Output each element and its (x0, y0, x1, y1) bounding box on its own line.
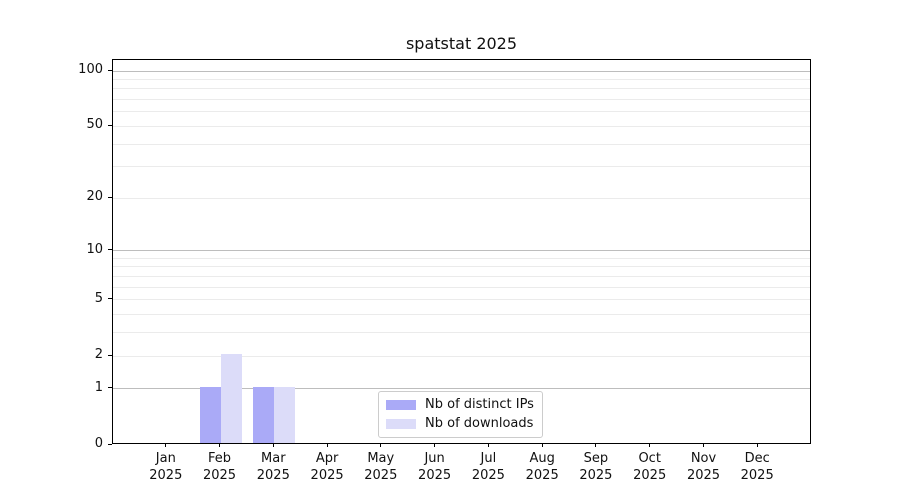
legend-swatch (386, 400, 416, 410)
grid-line (113, 197, 810, 199)
legend-label: Nb of downloads (425, 416, 534, 431)
x-tick-label: Oct 2025 (618, 450, 682, 484)
y-tick-label: 10 (86, 241, 103, 257)
x-tick-year: 2025 (418, 468, 452, 483)
x-tick-label: Jul 2025 (456, 450, 520, 484)
x-tick-year: 2025 (525, 468, 559, 483)
x-tick-month: Apr (315, 451, 339, 466)
x-tick-month: May (367, 451, 395, 466)
bar (199, 386, 221, 443)
x-tick (649, 443, 651, 447)
x-tick-month: Jan (155, 451, 176, 466)
x-tick-month: Jun (424, 451, 445, 466)
x-tick-month: Feb (207, 451, 232, 466)
grid-line (113, 257, 810, 259)
x-tick-label: Sep 2025 (564, 450, 628, 484)
x-tick-year: 2025 (202, 468, 237, 483)
grid-line (113, 70, 810, 72)
x-tick (487, 443, 489, 447)
grid-line (113, 88, 810, 90)
grid-line (113, 143, 810, 145)
x-tick-label: Aug 2025 (510, 450, 574, 484)
x-tick (380, 443, 382, 447)
x-tick-label: Mar 2025 (241, 450, 305, 484)
y-tick-label: 2 (94, 347, 103, 362)
x-tick-month: Aug (529, 451, 555, 466)
y-tick (108, 354, 112, 356)
x-tick-year: 2025 (310, 468, 344, 483)
x-tick-month: Dec (744, 451, 770, 466)
plot-area (112, 59, 811, 444)
grid-line (113, 388, 810, 390)
grid-line (113, 355, 810, 357)
legend-entry: Nb of distinct IPs (386, 396, 534, 414)
grid-line (113, 250, 810, 252)
bar (274, 386, 296, 443)
grid-line (113, 166, 810, 168)
legend-entry: Nb of downloads (386, 415, 534, 433)
x-axis: Jan 2025 Feb 2025 Mar 2025 Apr 2025 May 2025 Jun 20… (112, 443, 811, 493)
y-tick-label: 5 (94, 290, 103, 306)
x-tick-month: Mar (261, 451, 286, 466)
x-tick-year: 2025 (364, 468, 398, 483)
x-tick (165, 443, 167, 447)
legend-swatch (386, 419, 416, 429)
x-tick-year: 2025 (740, 468, 774, 483)
x-tick-year: 2025 (579, 468, 613, 483)
grid-line (113, 299, 810, 301)
grid-line (113, 78, 810, 80)
x-tick (595, 443, 597, 447)
y-tick (108, 298, 112, 300)
x-tick-month: Oct (638, 451, 661, 466)
x-tick (702, 443, 705, 447)
x-tick-label: Jan 2025 (134, 450, 198, 484)
y-tick (108, 443, 112, 445)
y-tick-label: 100 (78, 62, 103, 77)
x-tick (272, 443, 274, 447)
y-tick-label: 50 (86, 117, 103, 133)
chart-title: spatstat 2025 (405, 34, 518, 53)
x-tick-year: 2025 (633, 468, 667, 483)
grid-line (113, 332, 810, 334)
x-tick-label: Dec 2025 (725, 450, 789, 484)
legend-label: Nb of distinct IPs (425, 397, 534, 412)
y-tick-label: 0 (94, 436, 103, 451)
y-tick (108, 249, 112, 251)
y-tick-label: 20 (86, 189, 103, 205)
grid-line (113, 266, 810, 268)
x-tick (756, 443, 758, 447)
y-axis: 0 1 2 5 10 20 50 100 (0, 59, 112, 451)
x-tick-month: Sep (583, 451, 609, 466)
grid-line (113, 276, 810, 277)
x-tick (541, 443, 543, 447)
y-tick-label: 1 (94, 379, 103, 395)
x-tick-label: Feb 2025 (188, 450, 252, 484)
bar (253, 386, 275, 443)
grid-line (113, 111, 810, 113)
bar (220, 354, 242, 443)
grid-line (113, 314, 810, 316)
x-tick (326, 443, 328, 447)
y-tick (108, 69, 112, 71)
grid-line (113, 99, 810, 101)
y-tick (108, 387, 112, 389)
x-tick-label: May 2025 (349, 450, 413, 484)
x-tick (218, 443, 221, 447)
y-tick (108, 124, 112, 127)
x-tick-label: Apr 2025 (295, 450, 359, 484)
x-tick-label: Nov 2025 (672, 450, 736, 484)
grid-line (113, 286, 810, 288)
x-tick-year: 2025 (471, 468, 505, 483)
x-tick-year: 2025 (256, 468, 290, 483)
grid-line (113, 125, 810, 127)
x-tick-label: Jun 2025 (403, 450, 467, 484)
y-tick (108, 196, 112, 198)
x-tick (434, 443, 436, 447)
x-tick-year: 2025 (149, 468, 183, 483)
x-tick-month: Nov (690, 451, 717, 466)
legend: Nb of distinct IPs Nb of downloads (378, 391, 543, 438)
x-tick-month: Jul (480, 451, 497, 466)
x-tick-year: 2025 (686, 468, 721, 483)
